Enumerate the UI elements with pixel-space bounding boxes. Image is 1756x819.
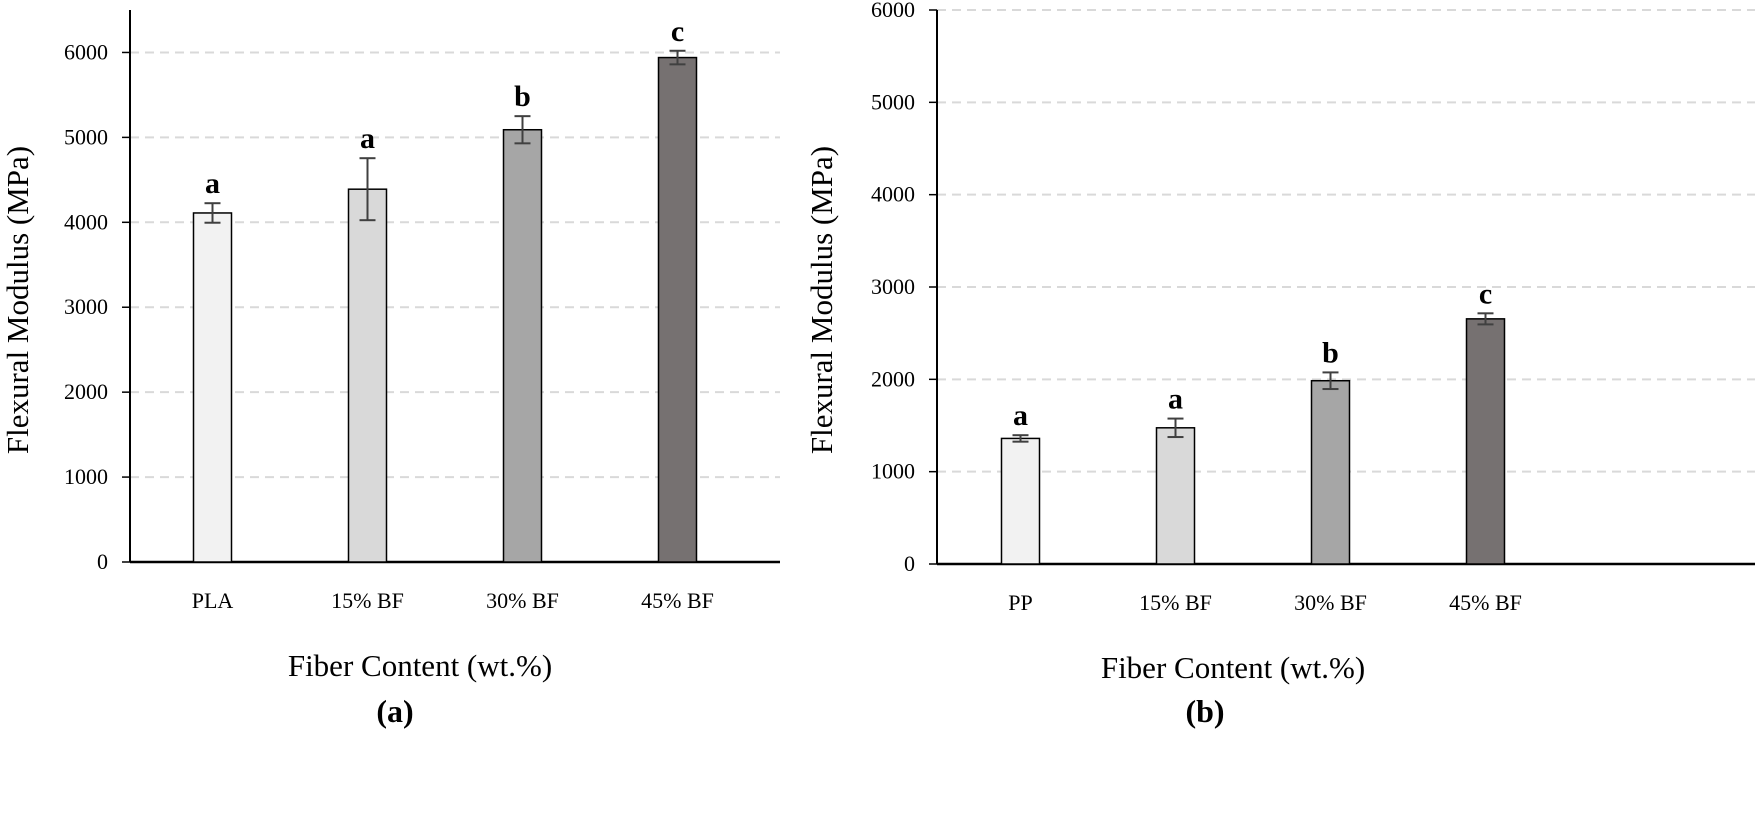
bar	[347, 188, 388, 563]
significance-label: a	[1013, 399, 1028, 432]
y-tick-label: 2000	[871, 366, 915, 391]
y-tick-label: 6000	[871, 0, 915, 22]
y-tick-label: 6000	[64, 39, 108, 64]
y-tick-label: 0	[97, 549, 108, 574]
y-tick-label: 4000	[871, 182, 915, 207]
chart-panel-b: 0 1000 2000 3000 4000 5000 6000 a PP a 15% BF b 30% …	[804, 0, 1755, 729]
panel-label: (b)	[1185, 693, 1224, 729]
bar	[657, 56, 698, 563]
y-axis-title: Flexural Modulus (MPa)	[0, 146, 35, 454]
category-label: PLA	[192, 588, 234, 613]
x-axis-title: Fiber Content (wt.%)	[1101, 650, 1365, 685]
y-tick-label: 1000	[871, 459, 915, 484]
category-label: 30% BF	[486, 588, 559, 613]
significance-label: c	[671, 15, 684, 48]
bar	[1155, 427, 1196, 565]
y-tick-label: 5000	[871, 89, 915, 114]
bar	[1000, 437, 1041, 565]
significance-label: a	[205, 167, 220, 200]
y-axis-title: Flexural Modulus (MPa)	[804, 146, 839, 454]
y-tick-label: 3000	[871, 274, 915, 299]
significance-label: a	[1168, 383, 1183, 416]
y-tick-label: 4000	[64, 209, 108, 234]
significance-label: b	[1322, 336, 1339, 369]
category-label: 15% BF	[331, 588, 404, 613]
significance-label: a	[360, 122, 375, 155]
y-tick-label: 1000	[64, 464, 108, 489]
category-label: 30% BF	[1294, 590, 1367, 615]
category-label: 45% BF	[1449, 590, 1522, 615]
y-tick-label: 2000	[64, 379, 108, 404]
category-label: PP	[1008, 590, 1032, 615]
bar	[1465, 318, 1506, 565]
chart-panel-a: 0 1000 2000 3000 4000 5000 6000 a PLA a 15% BF b 30%…	[0, 10, 780, 729]
category-label: 15% BF	[1139, 590, 1212, 615]
y-tick-label: 0	[904, 551, 915, 576]
y-tick-label: 5000	[64, 124, 108, 149]
x-axis-title: Fiber Content (wt.%)	[288, 648, 552, 683]
bar	[192, 212, 233, 563]
category-label: 45% BF	[641, 588, 714, 613]
bar	[1310, 379, 1351, 565]
panel-label: (a)	[376, 693, 413, 729]
y-tick-label: 3000	[64, 294, 108, 319]
significance-label: b	[514, 80, 531, 113]
significance-label: c	[1479, 277, 1492, 310]
bar	[502, 128, 543, 563]
